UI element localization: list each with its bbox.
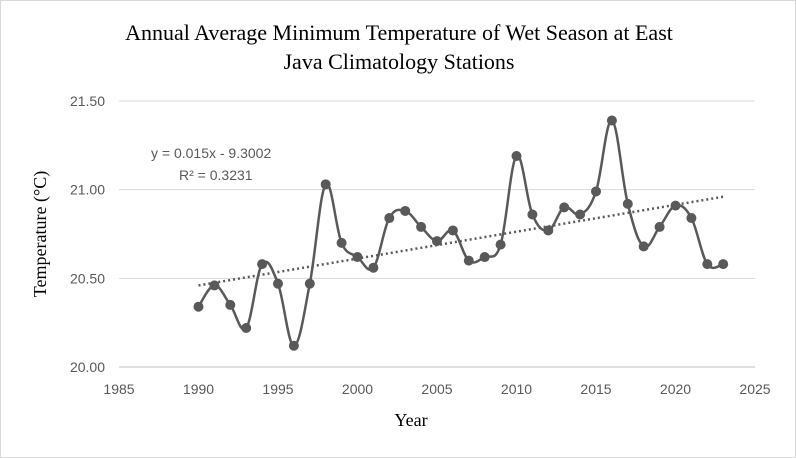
data-point [686,213,697,224]
trendline-equation: y = 0.015x - 9.3002 [151,145,271,161]
y-tick-label: 20.50 [70,270,105,286]
data-point [384,213,395,224]
x-tick-label: 2000 [342,381,373,397]
data-point [591,186,601,197]
data-point [654,221,665,232]
data-point [543,225,554,236]
y-tick-label: 21.50 [70,93,105,109]
trendline-line [198,195,724,287]
data-point [638,241,649,252]
y-axis-title: Temperature (°C) [30,171,51,297]
data-point [447,225,458,236]
data-point [400,205,411,216]
data-point [257,259,268,270]
data-point [495,239,506,250]
tick-labels: 20.00 20.50 21.00 21.50 1985 1990 1995 2000 2005… [70,93,771,397]
data-point [241,322,252,333]
data-point [320,179,331,190]
data-point [575,209,586,220]
data-point [702,259,713,270]
x-axis-title: Year [394,410,427,430]
data-point [432,236,442,247]
data-point [193,301,204,312]
data-point [209,280,220,291]
series-line [197,119,724,347]
data-point [670,200,681,211]
gridlines [119,100,755,368]
data-point [527,209,538,220]
x-tick-label: 1995 [262,381,293,397]
data-point [368,262,379,273]
data-point [559,202,570,213]
data-point [336,237,347,248]
data-point [718,259,729,270]
chart-title-line-2: Java Climatology Stations [284,49,515,74]
data-point [225,299,236,310]
chart-title-line-1: Annual Average Minimum Temperature of We… [125,20,673,45]
data-point [511,150,522,161]
data-point [606,115,617,126]
data-point [273,278,283,289]
x-tick-label: 2020 [660,381,691,397]
data-series [193,115,729,351]
trendline [198,195,724,287]
data-point [352,252,363,263]
x-tick-label: 2025 [739,381,770,397]
y-tick-label: 20.00 [70,359,105,375]
x-tick-label: 2015 [580,381,611,397]
data-point [463,255,474,266]
data-point [622,198,633,209]
data-point [416,221,427,232]
data-point [288,340,299,351]
x-tick-label: 1985 [103,381,134,397]
y-tick-label: 21.00 [70,182,105,198]
data-point [479,252,490,263]
trendline-r-squared: R² = 0.3231 [179,167,253,183]
x-tick-label: 2005 [421,381,452,397]
x-tick-label: 2010 [501,381,532,397]
data-point [304,278,315,289]
x-tick-label: 1990 [183,381,214,397]
